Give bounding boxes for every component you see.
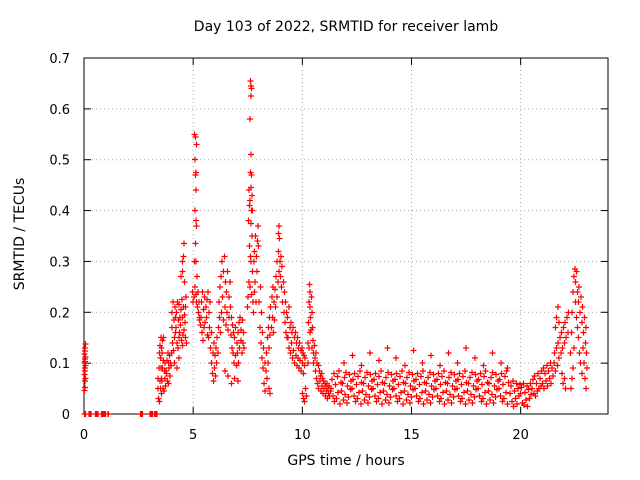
tick-labels: 0 5 10 15 20 0 0.1 0.2 0.3 0.4 0.5 0.6 0.7 bbox=[49, 52, 529, 443]
y-tick-label: 0 bbox=[62, 408, 70, 423]
scatter-points-SRMTID bbox=[81, 78, 590, 417]
x-tick-label: 15 bbox=[403, 428, 420, 443]
y-tick-label: 0.6 bbox=[49, 103, 70, 118]
x-tick-label: 10 bbox=[294, 428, 311, 443]
x-tick-label: 20 bbox=[512, 428, 529, 443]
y-tick-label: 0.2 bbox=[49, 306, 70, 321]
y-tick-label: 0.4 bbox=[49, 205, 70, 220]
y-tick-label: 0.7 bbox=[49, 52, 70, 67]
y-tick-label: 0.1 bbox=[49, 357, 70, 372]
y-tick-label: 0.5 bbox=[49, 154, 70, 169]
x-axis-label: GPS time / hours bbox=[287, 453, 404, 469]
x-tick-label: 5 bbox=[189, 428, 197, 443]
y-axis-label: SRMTID / TECUs bbox=[12, 178, 28, 291]
x-tick-label: 0 bbox=[80, 428, 88, 443]
gridlines bbox=[84, 58, 608, 414]
plot-border bbox=[83, 57, 609, 415]
chart-title: Day 103 of 2022, SRMTID for receiver lam… bbox=[194, 19, 499, 35]
y-tick-label: 0.3 bbox=[49, 255, 70, 270]
data-points bbox=[81, 78, 590, 417]
